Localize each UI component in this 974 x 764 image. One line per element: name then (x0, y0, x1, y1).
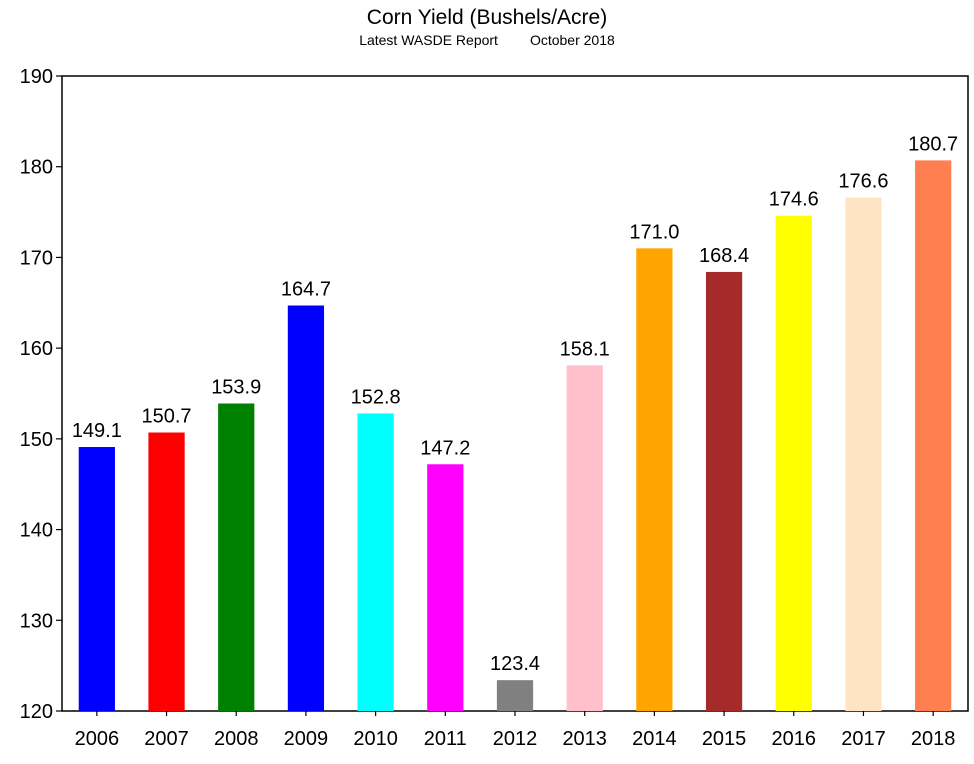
y-axis-ticks: 120 130 140 150 160 170 180 190 (20, 66, 62, 723)
y-tick-label: 160 (20, 338, 53, 360)
data-label-2013: 158.1 (560, 338, 610, 360)
y-tick-label: 140 (20, 520, 53, 542)
chart-title: Corn Yield (Bushels/Acre) (366, 6, 608, 29)
x-tick-label: 2012 (493, 728, 538, 750)
chart-data-labels: 149.1 150.7 153.9 164.7 152.8 147.2 123.4 158.1… (72, 133, 958, 675)
bar-2007 (148, 432, 185, 711)
x-tick-label: 2018 (911, 728, 956, 750)
y-tick-label: 130 (20, 610, 53, 632)
y-tick-label: 170 (20, 247, 53, 269)
plot-frame (61, 75, 969, 712)
x-tick-label: 2017 (841, 728, 886, 750)
data-label-2014: 171.0 (629, 221, 679, 243)
y-tick-label: 190 (20, 66, 53, 88)
data-label-2010: 152.8 (351, 386, 401, 408)
data-label-2009: 164.7 (281, 279, 331, 301)
x-tick-label: 2008 (214, 728, 259, 750)
x-tick-label: 2010 (353, 728, 398, 750)
bar-2018 (915, 160, 952, 712)
x-tick-label: 2016 (772, 728, 817, 750)
y-tick-label: 180 (20, 157, 53, 179)
bar-2009 (287, 305, 325, 711)
chart-axes (61, 75, 969, 712)
chart-subtitle: Latest WASDE Report October 2018 (0, 32, 974, 48)
bar-2016 (775, 215, 812, 711)
data-label-2011: 147.2 (420, 437, 470, 459)
bar-2017 (845, 197, 882, 712)
x-tick-label: 2006 (75, 728, 120, 750)
data-label-2006: 149.1 (72, 420, 122, 442)
data-label-2016: 174.6 (769, 189, 819, 211)
bar-2011 (427, 464, 464, 711)
bar-2008 (218, 403, 255, 711)
data-label-2015: 168.4 (699, 245, 749, 267)
x-tick-label: 2015 (702, 728, 747, 750)
x-tick-label: 2014 (632, 728, 677, 750)
bar-2013 (566, 365, 603, 711)
data-label-2018: 180.7 (908, 133, 958, 155)
x-axis-ticks: 2006 2007 2008 2009 2010 2011 2012 2013 2014 2015… (75, 711, 956, 750)
chart-bars (78, 160, 952, 712)
y-tick-label: 120 (20, 701, 53, 723)
subtitle-report: Latest WASDE Report (359, 32, 498, 48)
bar-2010 (357, 413, 394, 711)
data-label-2017: 176.6 (838, 171, 888, 193)
bar-2012 (496, 680, 534, 711)
bar-2015 (705, 271, 743, 711)
x-tick-label: 2011 (424, 728, 467, 750)
x-tick-label: 2013 (562, 728, 607, 750)
bar-2006 (78, 447, 115, 711)
y-tick-label: 150 (20, 429, 53, 451)
bar-2014 (636, 248, 673, 711)
x-tick-label: 2009 (284, 728, 329, 750)
data-label-2008: 153.9 (211, 376, 261, 398)
x-tick-label: 2007 (144, 728, 189, 750)
subtitle-date: October 2018 (529, 32, 615, 48)
data-label-2007: 150.7 (142, 406, 192, 428)
data-label-2012: 123.4 (490, 653, 540, 675)
